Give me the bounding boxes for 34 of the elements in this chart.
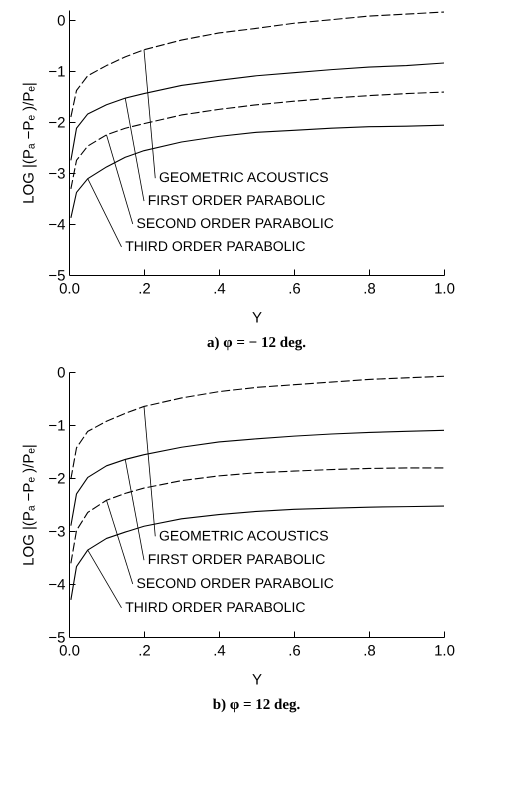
text: SECOND ORDER PARABOLIC — [136, 575, 334, 591]
x-tick-label: .4 — [213, 642, 226, 660]
x-tick-label: .8 — [363, 642, 376, 660]
y-tick-label: −4 — [48, 216, 66, 234]
x-axis-title: Y — [252, 672, 262, 688]
x-axis-title: Y — [252, 310, 262, 326]
y-tick-label: −3 — [48, 524, 66, 540]
y-tick-label: −2 — [48, 470, 66, 488]
y-axis-title: LOG |(Pₐ −Pₑ )/Pₑ| — [20, 444, 38, 566]
y-tick-label: −4 — [48, 576, 66, 594]
y-tick-label: 0 — [57, 364, 66, 382]
y-tick-label: −1 — [48, 64, 66, 81]
x-tick-label: .6 — [288, 280, 301, 298]
x-tick-label: .8 — [363, 280, 376, 298]
x-tick-label: .2 — [138, 642, 151, 660]
text: b) φ = 12 deg. — [212, 697, 300, 713]
text: a) φ = − 12 deg. — [207, 335, 306, 351]
x-tick-label: .4 — [213, 280, 226, 298]
y-axis-title: LOG |(Pₐ −Pₑ )/Pₑ| — [20, 82, 38, 204]
x-tick-label: .2 — [138, 280, 151, 298]
y-tick-label: 0 — [57, 12, 66, 30]
x-tick-label: .6 — [288, 642, 301, 660]
text: SECOND ORDER PARABOLIC — [136, 215, 334, 232]
x-tick-label: 1.0 — [434, 280, 455, 298]
y-tick-label: −3 — [48, 166, 66, 183]
text: THIRD ORDER PARABOLIC — [125, 238, 306, 254]
text: FIRST ORDER PARABOLIC — [148, 192, 326, 208]
y-tick-label: −2 — [48, 114, 66, 132]
x-tick-label: 1.0 — [434, 642, 455, 660]
y-tick-label: −1 — [48, 418, 66, 434]
text: GEOMETRIC ACOUSTICS — [159, 169, 329, 186]
text: FIRST ORDER PARABOLIC — [148, 551, 326, 568]
text: GEOMETRIC ACOUSTICS — [159, 527, 329, 544]
text: THIRD ORDER PARABOLIC — [125, 598, 306, 615]
